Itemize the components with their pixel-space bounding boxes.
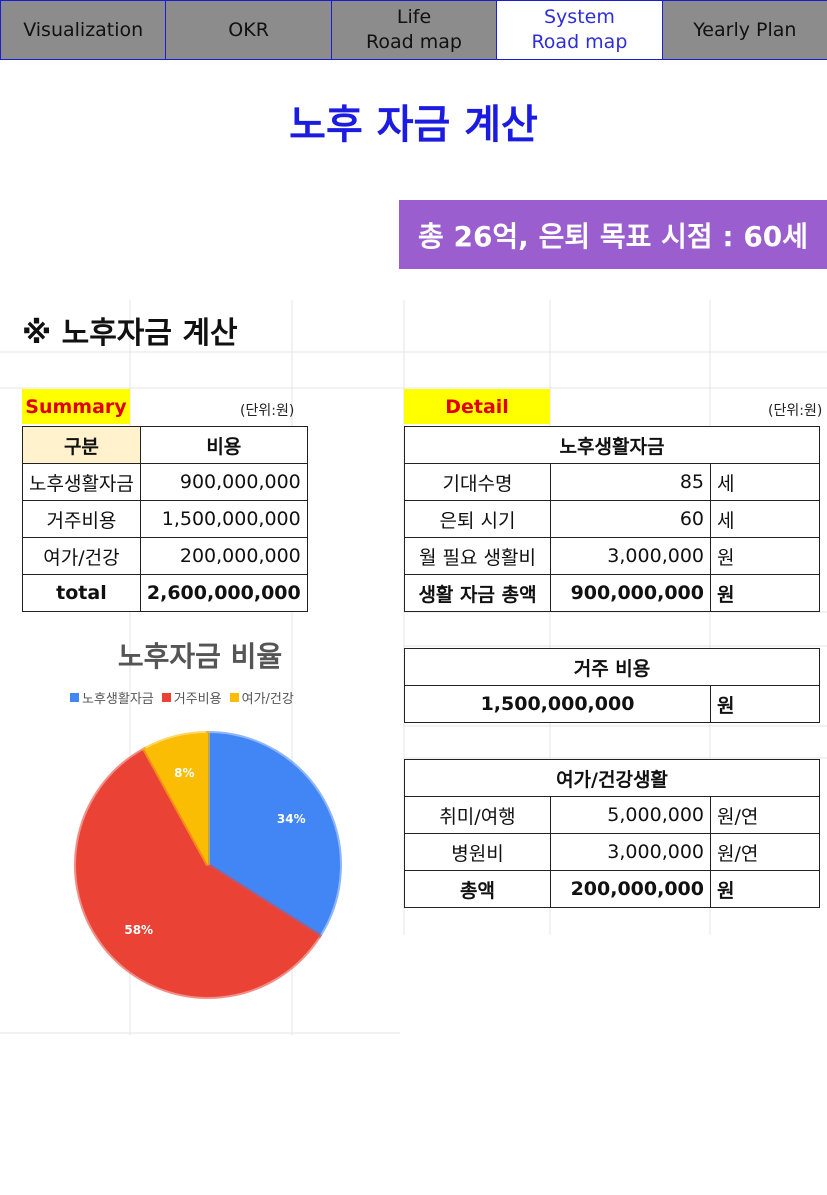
detail-unit: (단위:원) <box>768 403 823 419</box>
table-row: 병원비 3,000,000 원/연 <box>404 833 820 871</box>
table-cell: 85 <box>550 463 711 501</box>
legend-label: 거주비용 <box>173 692 222 707</box>
tab-bar: Visualization OKR Life Road map System R… <box>0 0 827 60</box>
table-row: 기대수명 85 세 <box>404 463 820 501</box>
table-cell: 원/연 <box>710 796 820 834</box>
tab-yearly-plan[interactable]: Yearly Plan <box>661 0 827 60</box>
legend-label: 노후생활자금 <box>82 692 154 707</box>
goal-banner: 총 26억, 은퇴 목표 시점 : 60세 <box>399 200 827 269</box>
table-header: 구분 <box>22 426 141 464</box>
table-cell: 노후생활자금 <box>22 463 141 501</box>
tab-label: Visualization <box>23 18 144 41</box>
housing-value: 1,500,000,000 <box>404 685 711 723</box>
tab-label: Life <box>396 6 432 28</box>
pie-slice-housing <box>74 746 323 999</box>
table-cell: 3,000,000 <box>550 537 711 575</box>
table-cell: 200,000,000 <box>139 537 308 575</box>
tab-label: Yearly Plan <box>693 18 797 41</box>
table-cell: 여가/건강 <box>22 537 141 575</box>
summary-unit: (단위:원) <box>240 403 295 419</box>
pie-chart: 34% 58% 8% <box>74 730 342 999</box>
total-value: 900,000,000 <box>550 574 711 612</box>
table-row: 구분 비용 <box>22 426 308 464</box>
pie-data-label: 34% <box>277 812 306 826</box>
total-label: total <box>22 574 141 612</box>
table-title: 노후생활자금 <box>404 426 820 464</box>
page-title: 노후 자금 계산 <box>289 102 538 148</box>
tab-visualization[interactable]: Visualization <box>0 0 167 60</box>
tab-label-line2: Road map <box>366 31 462 53</box>
table-cell: 3,000,000 <box>550 833 711 871</box>
table-row: 거주비용 1,500,000,000 <box>22 500 308 538</box>
legend-item: 거주비용 <box>161 688 222 707</box>
table-row: 은퇴 시기 60 세 <box>404 500 820 538</box>
table-cell: 1,500,000,000 <box>139 500 308 538</box>
table-header: 비용 <box>139 426 308 464</box>
table-row: 생활 자금 총액 900,000,000 원 <box>404 574 820 612</box>
detail-tag: Detail <box>404 389 550 424</box>
table-cell: 은퇴 시기 <box>404 500 551 538</box>
table-cell: 기대수명 <box>404 463 551 501</box>
legend-item: 노후생활자금 <box>70 688 154 707</box>
total-unit: 원 <box>710 870 820 908</box>
table-cell: 원 <box>710 537 820 575</box>
table-cell: 취미/여행 <box>404 796 551 834</box>
table-row: 총액 200,000,000 원 <box>404 870 820 908</box>
table-cell: 세 <box>710 463 820 501</box>
tab-life-road-map[interactable]: Life Road map <box>330 0 498 60</box>
total-value: 200,000,000 <box>550 870 711 908</box>
table-title: 여가/건강생활 <box>404 759 820 797</box>
summary-tag: Summary <box>22 389 130 424</box>
total-value: 2,600,000,000 <box>139 574 308 612</box>
living-cost-table: 노후생활자금 기대수명 85 세 은퇴 시기 60 세 월 필요 생활비 3,0… <box>404 426 820 612</box>
table-row: 노후생활자금 900,000,000 <box>22 463 308 501</box>
table-cell: 900,000,000 <box>139 463 308 501</box>
tab-system-road-map[interactable]: System Road map <box>496 0 663 60</box>
total-unit: 원 <box>710 574 820 612</box>
pie-data-label: 58% <box>124 923 153 937</box>
table-row: 월 필요 생활비 3,000,000 원 <box>404 537 820 575</box>
tab-label: OKR <box>228 18 269 41</box>
table-row: 노후생활자금 <box>404 426 820 464</box>
spreadsheet-image: ※ 노후자금 계산 Summary (단위:원) 구분 비용 노후생활자금 90… <box>0 300 827 1035</box>
tab-okr[interactable]: OKR <box>165 0 332 60</box>
total-label: 생활 자금 총액 <box>404 574 551 612</box>
section-heading: ※ 노후자금 계산 <box>22 316 238 351</box>
total-label: 총액 <box>404 870 551 908</box>
table-row: 여가/건강 200,000,000 <box>22 537 308 575</box>
tab-label: System <box>543 6 615 28</box>
table-row: 1,500,000,000 원 <box>404 685 820 723</box>
housing-unit: 원 <box>710 685 820 723</box>
table-cell: 세 <box>710 500 820 538</box>
legend-label: 여가/건강 <box>241 692 294 707</box>
leisure-cost-table: 여가/건강생활 취미/여행 5,000,000 원/연 병원비 3,000,00… <box>404 759 820 908</box>
housing-cost-table: 거주 비용 1,500,000,000 원 <box>404 648 820 723</box>
table-row: 여가/건강생활 <box>404 759 820 797</box>
table-cell: 거주비용 <box>22 500 141 538</box>
table-row: 거주 비용 <box>404 648 820 686</box>
summary-table: 구분 비용 노후생활자금 900,000,000 거주비용 1,500,000,… <box>22 426 308 612</box>
legend-swatch <box>229 693 239 702</box>
chart-title: 노후자금 비율 <box>117 640 283 673</box>
table-row: total 2,600,000,000 <box>22 574 308 612</box>
table-title: 거주 비용 <box>404 648 820 686</box>
pie-data-label: 8% <box>174 766 194 780</box>
legend-item: 여가/건강 <box>229 688 294 707</box>
legend-swatch <box>161 693 171 702</box>
legend-swatch <box>70 693 79 702</box>
table-row: 취미/여행 5,000,000 원/연 <box>404 796 820 834</box>
tab-label-line2: Road map <box>531 31 628 53</box>
chart-legend: 노후생활자금 거주비용 여가/건강 <box>70 688 294 707</box>
table-cell: 5,000,000 <box>550 796 711 834</box>
pie-slice-leisure <box>141 730 210 866</box>
table-cell: 병원비 <box>404 833 551 871</box>
table-cell: 원/연 <box>710 833 820 871</box>
table-cell: 월 필요 생활비 <box>404 537 551 575</box>
table-cell: 60 <box>550 500 711 538</box>
